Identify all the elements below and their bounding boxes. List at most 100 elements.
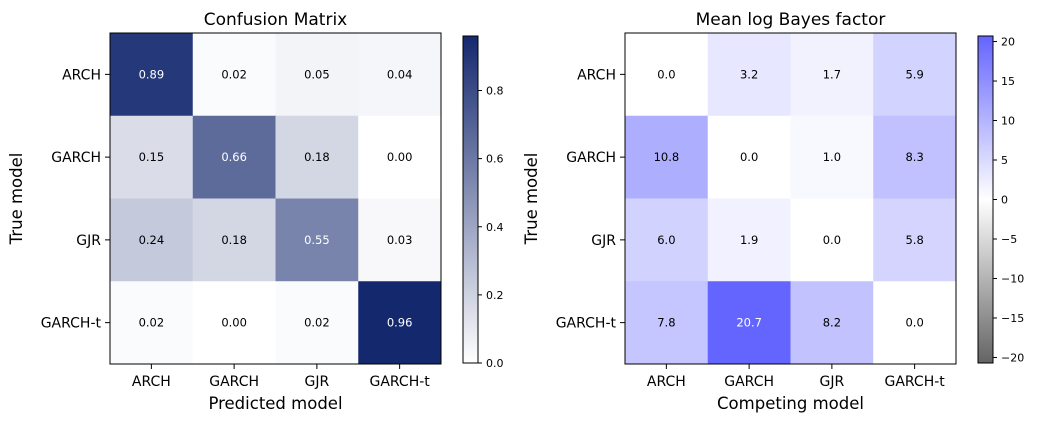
- heatmap-cell: [358, 281, 442, 365]
- cell-value-label: 0.15: [139, 150, 165, 164]
- x-axis-label: Competing model: [717, 394, 864, 413]
- x-tick-label: GARCH-t: [884, 374, 945, 390]
- y-tick-label: ARCH: [577, 67, 616, 83]
- y-tick-label: GJR: [591, 233, 616, 249]
- colorbar-tick-label: −5: [1001, 233, 1017, 246]
- cell-value-label: 6.0: [657, 233, 675, 247]
- x-tick-label: ARCH: [647, 374, 686, 390]
- colorbar-gradient: [462, 35, 479, 364]
- y-tick-label: GJR: [76, 233, 101, 249]
- cell-value-label: 0.66: [221, 150, 247, 164]
- cell-value-label: 0.00: [387, 150, 413, 164]
- cell-value-label: 10.8: [654, 150, 680, 164]
- heatmap-cell: [625, 281, 709, 365]
- y-axis-label: True model: [522, 153, 541, 246]
- y-tick-label: GARCH: [566, 150, 616, 166]
- heatmap-cell: [275, 115, 359, 199]
- heatmap-cell: [790, 281, 874, 365]
- heatmap-cell: [625, 198, 709, 282]
- x-tick-labels: ARCH GARCH GJR GARCH-t: [132, 364, 430, 390]
- y-tick-label: GARCH-t: [556, 316, 617, 332]
- cell-value-label: 0.0: [657, 67, 675, 81]
- cell-value-label: 0.02: [139, 316, 165, 330]
- heatmap-cell: [873, 281, 957, 365]
- heatmap-cell: [625, 33, 709, 117]
- heatmap-cell: [110, 33, 194, 117]
- colorbar-ticks: 20 15 10 5 0 −5 −10 −15 −20: [993, 36, 1024, 364]
- cell-value-label: 0.96: [387, 316, 413, 330]
- cell-value-label: 0.05: [304, 67, 330, 81]
- heatmap-cell: [790, 115, 874, 199]
- y-tick-labels: ARCH GARCH GJR GARCH-t: [556, 67, 625, 332]
- colorbar-ticks: 0.0 0.2 0.4 0.6 0.8: [478, 85, 504, 370]
- cell-value-label: 0.04: [387, 67, 413, 81]
- heatmap-cell: [707, 198, 791, 282]
- chart-title: Mean log Bayes factor: [696, 10, 886, 30]
- heatmap-cell: [275, 281, 359, 365]
- heatmap-cell: [873, 33, 957, 117]
- cell-value-label: 0.00: [221, 316, 247, 330]
- cell-value-label: 0.0: [823, 233, 841, 247]
- cell-value-label: 7.8: [657, 316, 675, 330]
- colorbar-tick-label: −10: [1001, 272, 1024, 285]
- cell-value-label: 0.0: [905, 316, 923, 330]
- colorbar-tick-label: 0.6: [486, 153, 504, 166]
- cell-value-label: 5.8: [905, 233, 923, 247]
- heatmap-cell: [110, 115, 194, 199]
- colorbar: 20 15 10 5 0 −5 −10 −15 −20: [977, 35, 1024, 364]
- heatmap-cell: [192, 33, 276, 117]
- heatmap-cell: [275, 33, 359, 117]
- heatmap-cell: [192, 198, 276, 282]
- x-tick-label: GARCH: [209, 374, 259, 390]
- heatmap-cell: [625, 115, 709, 199]
- cell-value-label: 0.24: [139, 233, 165, 247]
- cell-value-label: 1.7: [823, 67, 841, 81]
- colorbar-tick-label: 15: [1001, 75, 1015, 88]
- colorbar-tick-label: 20: [1001, 36, 1015, 49]
- x-axis-label: Predicted model: [208, 394, 342, 413]
- heatmap-cell: [275, 198, 359, 282]
- cell-value-label: 3.2: [740, 67, 758, 81]
- cell-value-label: 8.3: [905, 150, 923, 164]
- cell-value-label: 0.55: [304, 233, 330, 247]
- heatmap-cell: [110, 281, 194, 365]
- confusion-matrix-panel: Confusion Matrix 0.89 0.02 0.05 0.04 0.15 0.6…: [7, 10, 504, 413]
- colorbar-tick-label: 0.8: [486, 85, 504, 98]
- chart-title: Confusion Matrix: [204, 10, 348, 30]
- cell-value-label: 1.9: [740, 233, 758, 247]
- heatmap-cell: [790, 33, 874, 117]
- y-axis-label: True model: [7, 153, 26, 246]
- heatmap-cell: [707, 281, 791, 365]
- cell-value-label: 0.02: [221, 67, 247, 81]
- plot-frame: [624, 32, 957, 365]
- colorbar-tick-label: 0.4: [486, 221, 504, 234]
- heatmap-cell: [192, 281, 276, 365]
- x-tick-label: GARCH: [724, 374, 774, 390]
- heatmap-cell: [873, 115, 957, 199]
- y-tick-label: ARCH: [62, 67, 101, 83]
- cell-value-label: 0.0: [740, 150, 758, 164]
- cell-value-label: 5.9: [905, 67, 923, 81]
- x-tick-label: GJR: [305, 374, 330, 390]
- cell-value-label: 0.18: [221, 233, 247, 247]
- bayes-factor-panel: Mean log Bayes factor 0.0 3.2 1.7 5.910.8 0.…: [522, 10, 1024, 413]
- colorbar-gradient: [977, 35, 994, 364]
- plot-frame: [109, 32, 442, 365]
- colorbar-tick-label: −20: [1001, 351, 1024, 364]
- x-tick-label: GARCH-t: [369, 374, 430, 390]
- cell-value-label: 1.0: [823, 150, 841, 164]
- heatmap-cells: 0.0 3.2 1.7 5.9 10.8 0.0 1.0 8.3 6.0 1.9 0.0 5.8 7.8…: [625, 33, 957, 365]
- y-tick-labels: ARCH GARCH GJR GARCH-t: [41, 67, 110, 332]
- heatmap-cell: [707, 115, 791, 199]
- cell-value-label: 8.2: [823, 316, 841, 330]
- x-tick-labels: ARCH GARCH GJR GARCH-t: [647, 364, 945, 390]
- heatmap-cell: [358, 33, 442, 117]
- cell-value-label: 0.89: [139, 67, 165, 81]
- colorbar-tick-label: 10: [1001, 115, 1015, 128]
- heatmap-cell: [790, 198, 874, 282]
- heatmap-cell: [358, 115, 442, 199]
- cell-value-label: 0.03: [387, 233, 413, 247]
- heatmap-cell: [873, 198, 957, 282]
- colorbar-tick-label: −15: [1001, 312, 1024, 325]
